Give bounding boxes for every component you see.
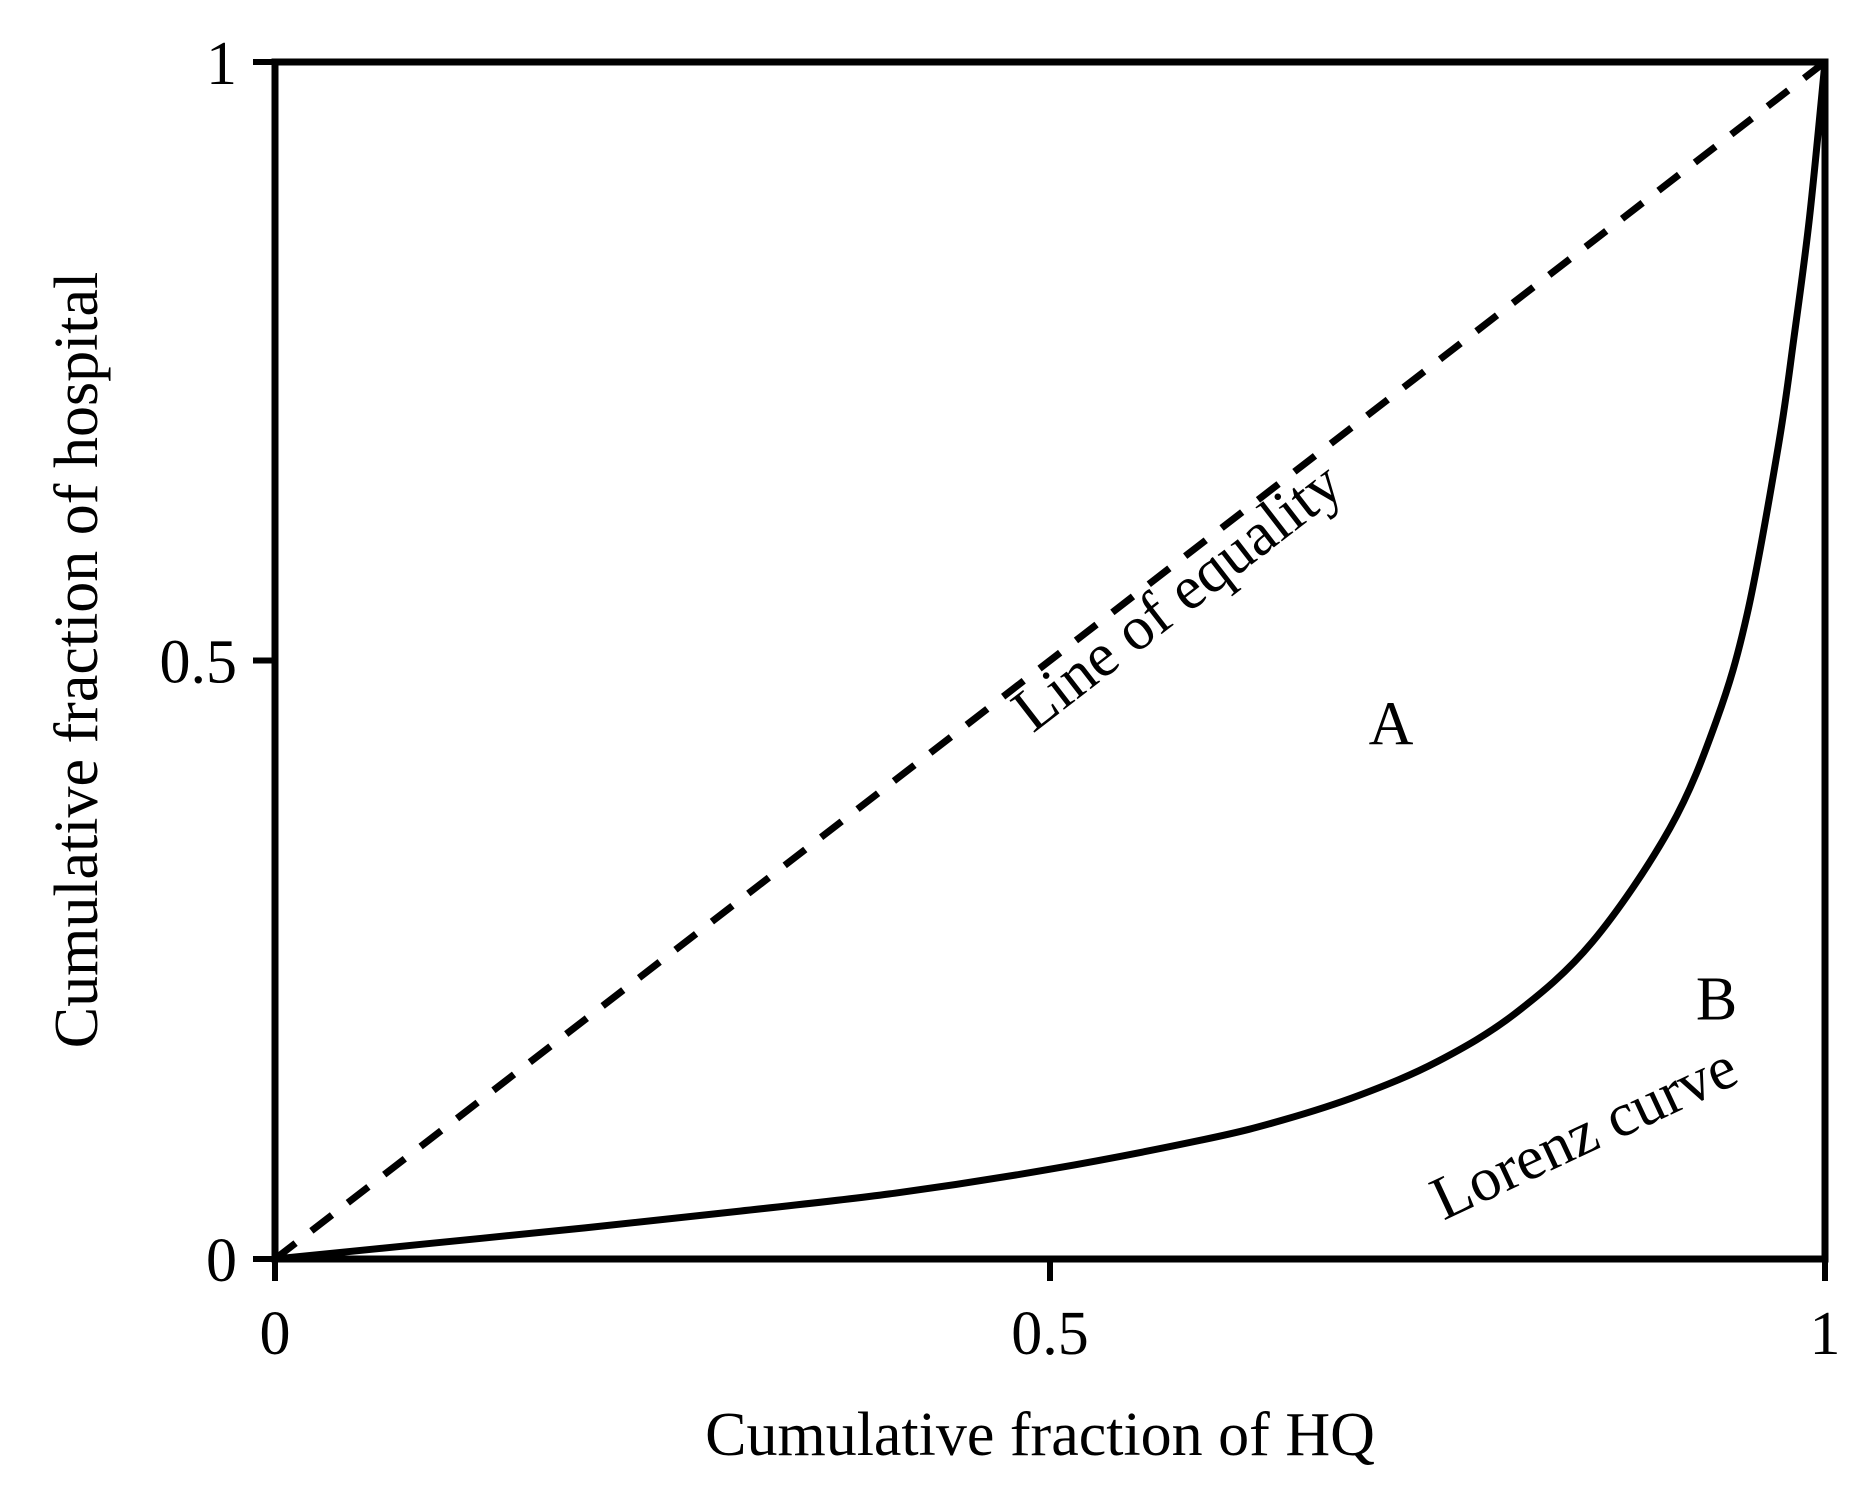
annotations-layer: Line of equality Lorenz curve A B: [1000, 449, 1748, 1234]
y-tick-label: 1: [206, 30, 237, 98]
y-tick-label: 0: [206, 1227, 237, 1295]
x-tick-label: 0: [260, 1300, 291, 1368]
lorenz-line: [274, 61, 1829, 1263]
x-tick-label: 1: [1810, 1300, 1841, 1368]
equality-label: Line of equality: [1000, 449, 1355, 745]
equality-line: [272, 59, 1828, 1262]
x-tick-label: 0.5: [1011, 1300, 1089, 1368]
region-b: B: [1696, 966, 1737, 1034]
y-axis-label: Cumulative fraction of hospital: [43, 272, 111, 1049]
y-tick-label: 0.5: [160, 629, 238, 697]
axis-ticks: 0 0.5 1 0 0.5 1: [160, 30, 1841, 1368]
lorenz-label: Lorenz curve: [1421, 1033, 1748, 1234]
series-layer: [272, 59, 1829, 1263]
region-a: A: [1369, 690, 1414, 758]
x-axis-label: Cumulative fraction of HQ: [705, 1401, 1375, 1469]
